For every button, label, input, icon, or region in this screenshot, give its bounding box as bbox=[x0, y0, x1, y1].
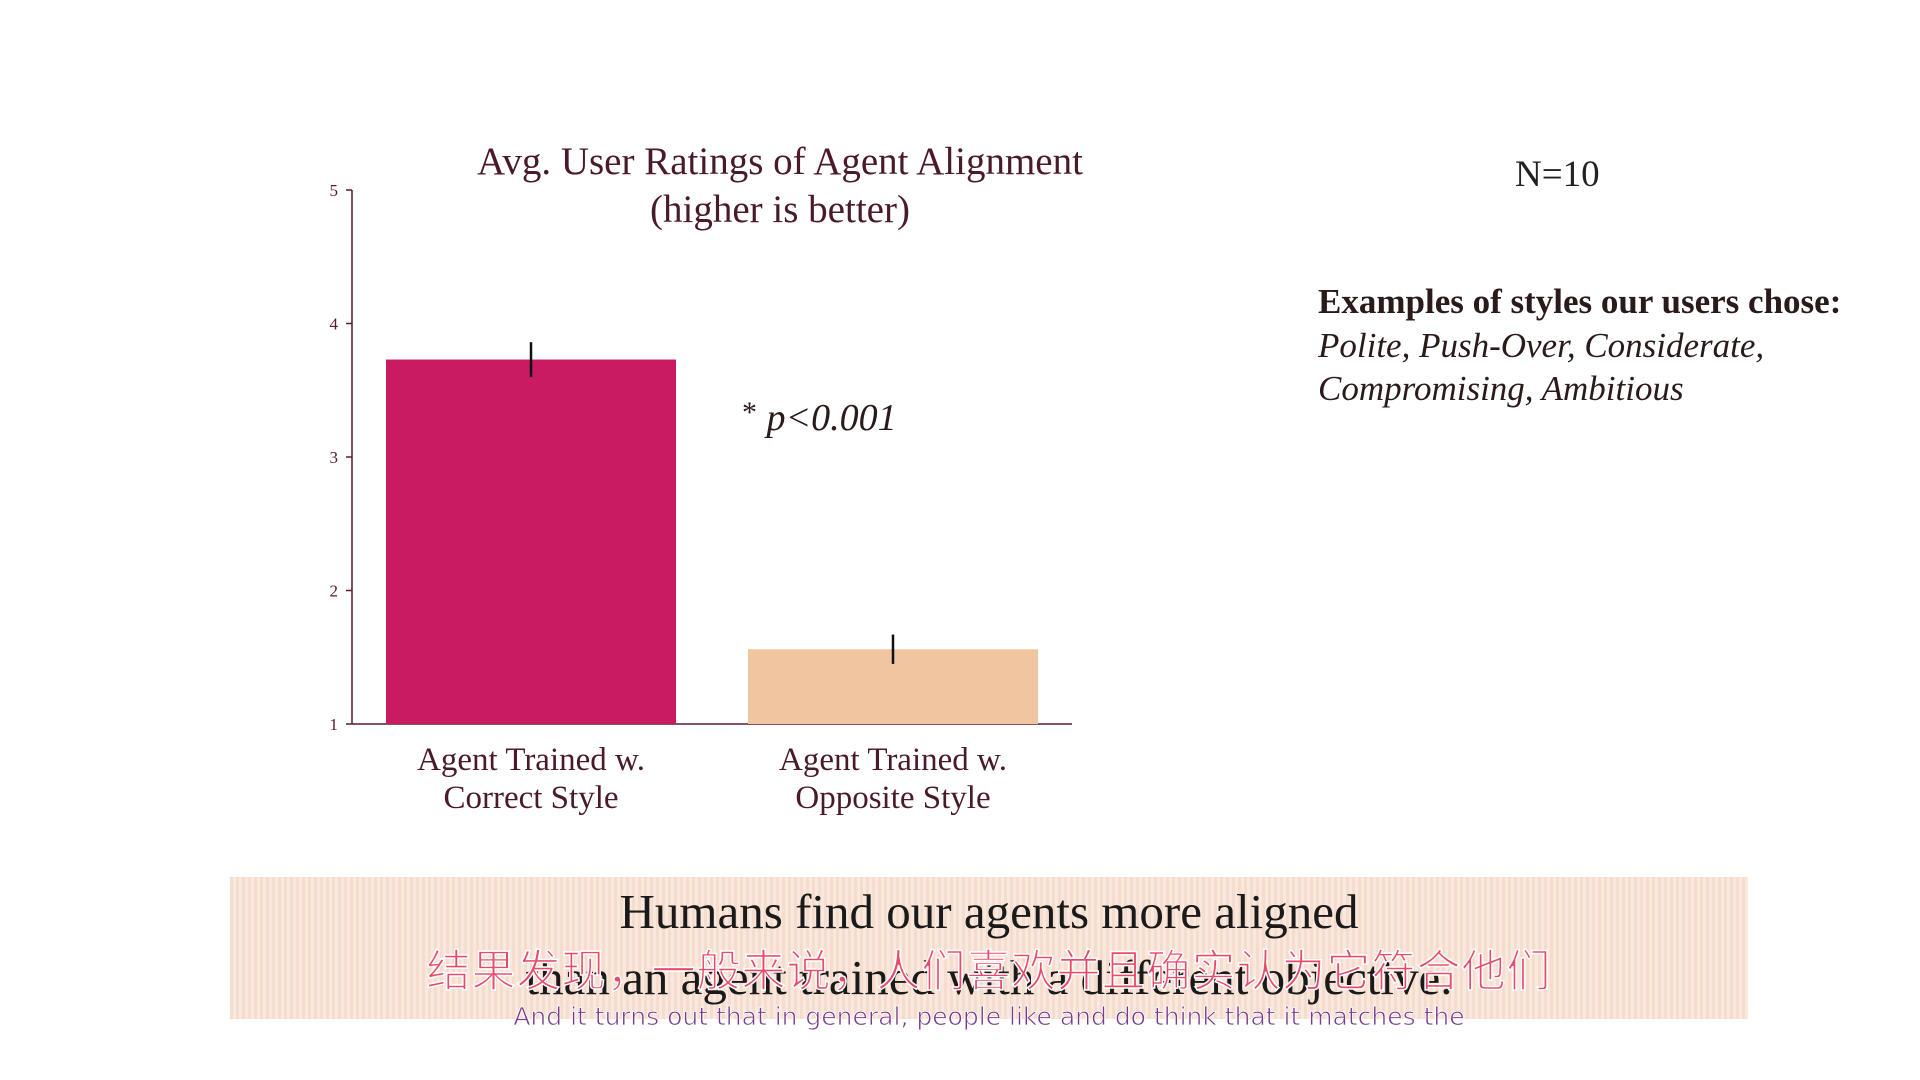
banner-line-1: Humans find our agents more aligned bbox=[619, 884, 1359, 939]
y-tick-label: 1 bbox=[330, 715, 339, 734]
p-value-text: p<0.001 bbox=[766, 397, 897, 439]
chart-title-main: Avg. User Ratings of Agent Alignment bbox=[477, 140, 1083, 183]
x-tick-label: Correct Style bbox=[443, 780, 618, 816]
chart-title: Avg. User Ratings of Agent Alignment (hi… bbox=[380, 138, 1180, 234]
x-tick-label: Agent Trained w. bbox=[417, 742, 645, 778]
examples-block: Examples of styles our users chose: Poli… bbox=[1318, 280, 1918, 410]
y-tick-label: 5 bbox=[330, 181, 339, 200]
examples-line-2: Compromising, Ambitious bbox=[1318, 369, 1684, 408]
subtitle-english: And it turns out that in general, people… bbox=[513, 1002, 1465, 1032]
p-value-annotation: * p<0.001 bbox=[742, 396, 897, 440]
examples-heading: Examples of styles our users chose: bbox=[1318, 282, 1842, 321]
x-tick-label: Agent Trained w. bbox=[779, 742, 1007, 778]
subtitle-chinese: 结果发现，一般来说，人们喜欢并且确实认为它符合他们 bbox=[426, 945, 1552, 998]
takeaway-banner: Humans find our agents more aligned than… bbox=[230, 877, 1748, 1019]
x-tick-label: Opposite Style bbox=[795, 780, 990, 816]
chart-title-sub: (higher is better) bbox=[650, 188, 910, 231]
sample-size-label: N=10 bbox=[1515, 154, 1600, 195]
bar-1 bbox=[386, 359, 676, 724]
banner-line-2: than an agent trained with a different o… bbox=[525, 950, 1453, 1005]
y-tick-label: 3 bbox=[330, 448, 339, 467]
y-tick-label: 4 bbox=[330, 315, 339, 334]
p-value-asterisk: * bbox=[742, 396, 757, 429]
examples-line-1: Polite, Push-Over, Considerate, bbox=[1318, 326, 1765, 365]
y-tick-label: 2 bbox=[330, 582, 339, 601]
